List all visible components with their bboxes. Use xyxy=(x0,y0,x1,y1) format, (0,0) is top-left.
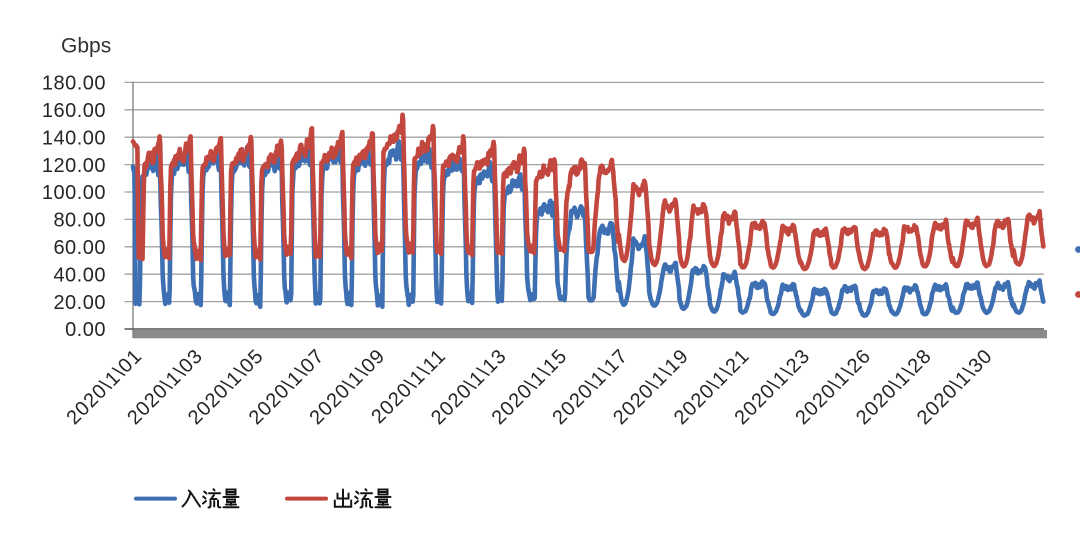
svg-text:100.00: 100.00 xyxy=(42,182,106,204)
svg-text:0.00: 0.00 xyxy=(65,319,106,341)
svg-text:180.00: 180.00 xyxy=(42,73,106,95)
svg-text:160.00: 160.00 xyxy=(42,100,106,122)
svg-text:80.00: 80.00 xyxy=(53,210,106,232)
svg-text:Gbps: Gbps xyxy=(61,35,111,58)
svg-text:40.00: 40.00 xyxy=(53,264,106,286)
svg-text:140.00: 140.00 xyxy=(42,127,106,149)
svg-text:60.00: 60.00 xyxy=(53,237,106,259)
svg-text:120.00: 120.00 xyxy=(42,155,106,177)
svg-text:20.00: 20.00 xyxy=(53,292,106,314)
